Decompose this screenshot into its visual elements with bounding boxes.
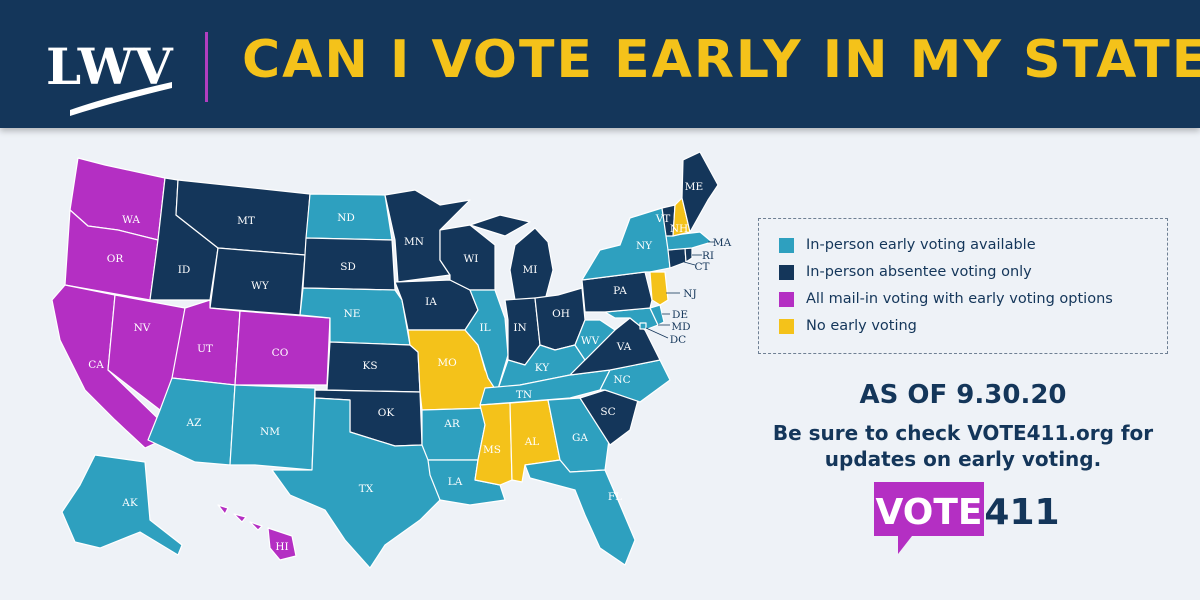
label-dc: DC <box>670 334 686 346</box>
label-ks: KS <box>362 360 377 372</box>
label-ri: RI <box>702 250 714 262</box>
label-ga: GA <box>572 432 588 444</box>
label-fl: FL <box>608 491 622 503</box>
legend-item-absentee-only: In-person absentee voting only <box>779 264 1032 280</box>
legend-item-no-early: No early voting <box>779 318 917 334</box>
label-mn: MN <box>404 236 424 248</box>
check-notice: Be sure to check VOTE411.org for updates… <box>758 420 1168 472</box>
vote411-logo[interactable]: VOTE 411 <box>872 478 1062 560</box>
label-la: LA <box>448 476 463 488</box>
state-nm <box>229 384 316 471</box>
label-tx: TX <box>359 483 374 495</box>
label-nc: NC <box>613 374 630 386</box>
legend-item-in-person-early: In-person early voting available <box>779 237 1036 253</box>
label-ny: NY <box>636 240 653 252</box>
state-dc <box>639 322 647 330</box>
label-nd: ND <box>337 212 355 224</box>
label-nm: NM <box>260 426 280 438</box>
state-sc <box>579 389 639 446</box>
state-mi <box>469 214 554 301</box>
label-wa: WA <box>122 214 140 226</box>
label-mo: MO <box>437 357 457 369</box>
label-ak: AK <box>121 497 138 509</box>
label-ma: MA <box>713 237 732 249</box>
state-de <box>649 304 665 326</box>
label-md: MD <box>671 321 690 333</box>
state-ri <box>684 247 693 263</box>
label-id: ID <box>178 264 191 276</box>
label-wi: WI <box>464 253 479 265</box>
legend: In-person early voting available In-pers… <box>758 218 1168 354</box>
label-sc: SC <box>600 406 615 418</box>
state-wv <box>574 319 616 361</box>
label-tn: TN <box>516 389 532 401</box>
label-wy: WY <box>251 280 270 292</box>
vote411-logo-vote: VOTE <box>876 492 983 533</box>
state-nj <box>649 271 669 306</box>
label-pa: PA <box>613 285 627 297</box>
legend-swatch <box>779 318 794 334</box>
legend-swatch <box>779 237 794 253</box>
header-divider <box>205 32 208 102</box>
label-ia: IA <box>425 296 437 308</box>
us-map: WA OR CA NV ID MT WY UT CO AZ NM ND SD N… <box>51 151 732 569</box>
legend-swatch <box>779 264 794 280</box>
label-mi: MI <box>523 264 538 276</box>
label-sd: SD <box>340 261 356 273</box>
legend-item-mail-in: All mail-in voting with early voting opt… <box>779 291 1113 307</box>
legend-label: In-person early voting available <box>806 237 1036 253</box>
label-or: OR <box>107 253 125 265</box>
vote411-logo-411: 411 <box>984 492 1059 533</box>
label-ct: CT <box>694 261 709 273</box>
header-banner: LWV CAN I VOTE EARLY IN MY STATE? <box>0 0 1200 128</box>
state-il <box>464 289 509 393</box>
label-ky: KY <box>535 362 551 374</box>
label-me: ME <box>685 181 703 193</box>
label-ok: OK <box>378 407 395 419</box>
check-notice-line1: Be sure to check VOTE411.org for <box>772 421 1154 445</box>
label-co: CO <box>272 347 289 359</box>
label-ms: MS <box>483 444 501 456</box>
label-ne: NE <box>344 308 361 320</box>
label-nh: NH <box>670 223 688 235</box>
state-tx <box>271 397 441 569</box>
legend-label: No early voting <box>806 318 917 334</box>
label-ut: UT <box>197 343 213 355</box>
label-oh: OH <box>552 308 570 320</box>
state-labels: WA OR CA NV ID MT WY UT CO AZ NM ND SD N… <box>88 181 731 553</box>
state-fl <box>524 459 636 566</box>
legend-swatch <box>779 291 794 307</box>
lwv-logo: LWV <box>46 37 174 116</box>
label-ar: AR <box>443 418 461 430</box>
label-in: IN <box>513 322 526 334</box>
label-ca: CA <box>88 359 104 371</box>
label-mt: MT <box>237 215 255 227</box>
label-va: VA <box>616 341 632 353</box>
label-al: AL <box>524 436 540 448</box>
lwv-swoosh-icon <box>70 82 172 116</box>
check-notice-line2: updates on early voting. <box>824 447 1102 471</box>
page-title: CAN I VOTE EARLY IN MY STATE? <box>242 30 1200 90</box>
label-az: AZ <box>186 417 202 429</box>
state-hi <box>217 504 297 561</box>
label-nj: NJ <box>683 288 696 300</box>
label-hi: HI <box>275 541 288 553</box>
label-vt: VT <box>655 213 671 225</box>
state-me <box>681 151 719 233</box>
label-il: IL <box>479 322 490 334</box>
legend-label: All mail-in voting with early voting opt… <box>806 291 1113 307</box>
state-ct <box>667 247 687 269</box>
state-ak <box>61 454 183 556</box>
state-ma <box>665 231 713 251</box>
lwv-logo-text: LWV <box>46 37 174 96</box>
as-of-date: AS OF 9.30.20 <box>859 380 1067 410</box>
vote411-speech-bubble-icon <box>874 482 984 554</box>
label-de: DE <box>672 309 688 321</box>
label-nv: NV <box>134 322 151 334</box>
label-wv: WV <box>581 335 600 347</box>
legend-label: In-person absentee voting only <box>806 264 1032 280</box>
